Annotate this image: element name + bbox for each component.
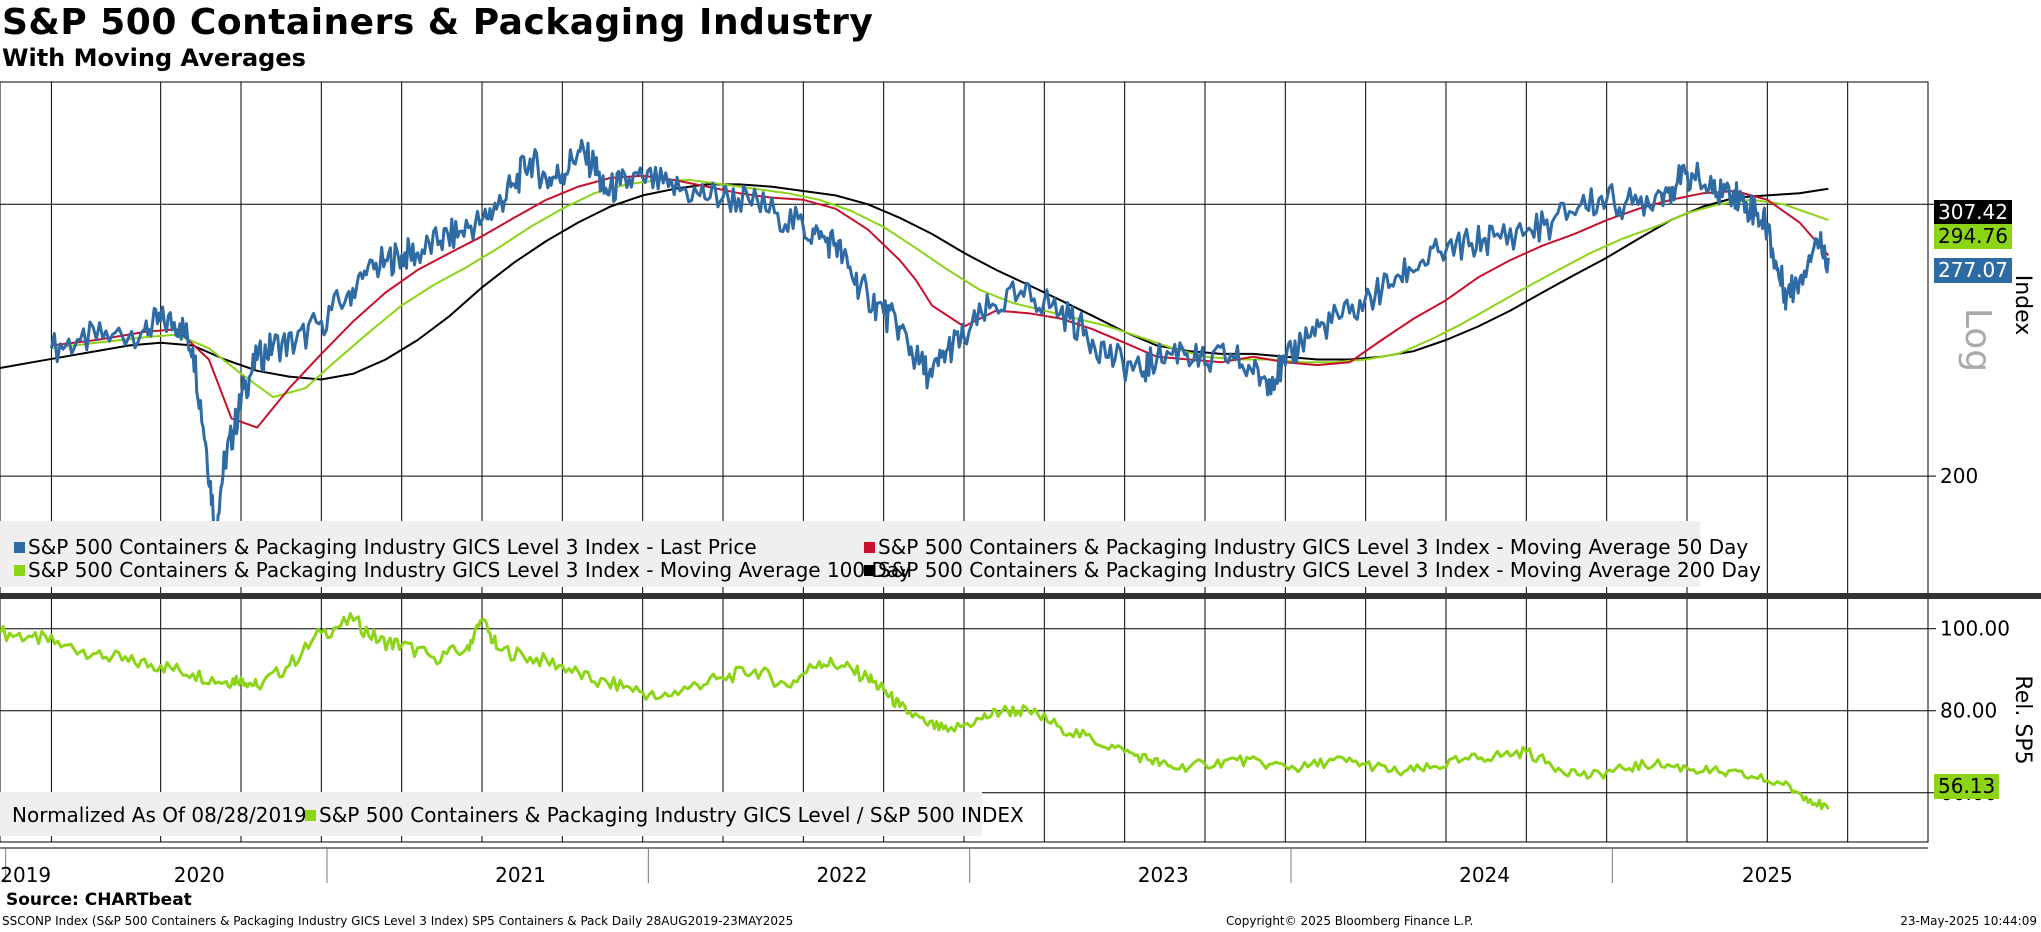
last-value-ma200: 307.42: [1934, 200, 2012, 225]
x-year-label-6: 2025: [1742, 863, 1793, 887]
legend-swatch-rel: [305, 809, 316, 821]
ytick-label-lower-1: 80.00: [1940, 699, 1997, 723]
chart-title: S&P 500 Containers & Packaging Industry: [2, 2, 874, 43]
x-year-label-4: 2023: [1138, 863, 1189, 887]
legend-swatch-ma200: [864, 564, 875, 576]
legend-label-price: S&P 500 Containers & Packaging Industry …: [28, 535, 757, 559]
legend-label-ma50: S&P 500 Containers & Packaging Industry …: [878, 535, 1749, 559]
ytick-label-lower-2: 100.00: [1940, 617, 2010, 641]
legend-swatch-ma50: [864, 541, 875, 553]
ytick-label-upper-0: 200: [1940, 464, 1978, 488]
upper-legend: S&P 500 Containers & Packaging Industry …: [0, 521, 1761, 587]
legend-swatch-ma100: [14, 564, 25, 576]
series-line-ma50: [51, 174, 1830, 429]
footer-left: SSCONP Index (S&P 500 Containers & Packa…: [2, 914, 794, 928]
legend-label-rel: S&P 500 Containers & Packaging Industry …: [319, 803, 1024, 827]
last-value-ma100: 294.76: [1934, 224, 2012, 249]
last-value-rel: 56.13: [1934, 774, 2000, 799]
x-year-label-3: 2022: [816, 863, 867, 887]
legend-item-ma100: S&P 500 Containers & Packaging Industry …: [14, 558, 911, 582]
lower-legend: Normalized As Of 08/28/2019 S&P 500 Cont…: [0, 792, 1024, 836]
source-note: Source: CHARTbeat: [6, 890, 192, 910]
normalized-note: Normalized As Of 08/28/2019: [12, 803, 307, 827]
footer-copyright: Copyright© 2025 Bloomberg Finance L.P.: [1226, 914, 1474, 928]
log-scale-label: Log: [1957, 308, 1998, 372]
last-value-price: 277.07: [1934, 258, 2012, 283]
series-line-rel: [0, 612, 1830, 811]
x-year-label-5: 2024: [1459, 863, 1510, 887]
series-line-price: [49, 138, 1830, 537]
x-year-label-0: 2019: [0, 863, 51, 887]
y-axis-label-lower: Rel. SP5: [2010, 675, 2035, 764]
legend-item-price: S&P 500 Containers & Packaging Industry …: [14, 535, 757, 559]
series-line-ma100: [51, 179, 1829, 399]
panel-separator: [0, 593, 2041, 599]
x-year-label-1: 2020: [174, 863, 225, 887]
legend-swatch-price: [14, 541, 25, 553]
legend-label-ma200: S&P 500 Containers & Packaging Industry …: [878, 558, 1761, 582]
legend-item-rel: S&P 500 Containers & Packaging Industry …: [305, 803, 1024, 827]
footer-timestamp: 23-May-2025 10:44:09: [1900, 914, 2037, 928]
y-axis-label-upper: Index: [2010, 275, 2035, 336]
legend-item-ma50: S&P 500 Containers & Packaging Industry …: [864, 535, 1748, 559]
legend-item-ma200: S&P 500 Containers & Packaging Industry …: [864, 558, 1761, 582]
series-line-ma200: [0, 183, 1829, 381]
x-year-label-2: 2021: [495, 863, 546, 887]
chart-subtitle: With Moving Averages: [2, 44, 306, 72]
legend-label-ma100: S&P 500 Containers & Packaging Industry …: [28, 558, 911, 582]
